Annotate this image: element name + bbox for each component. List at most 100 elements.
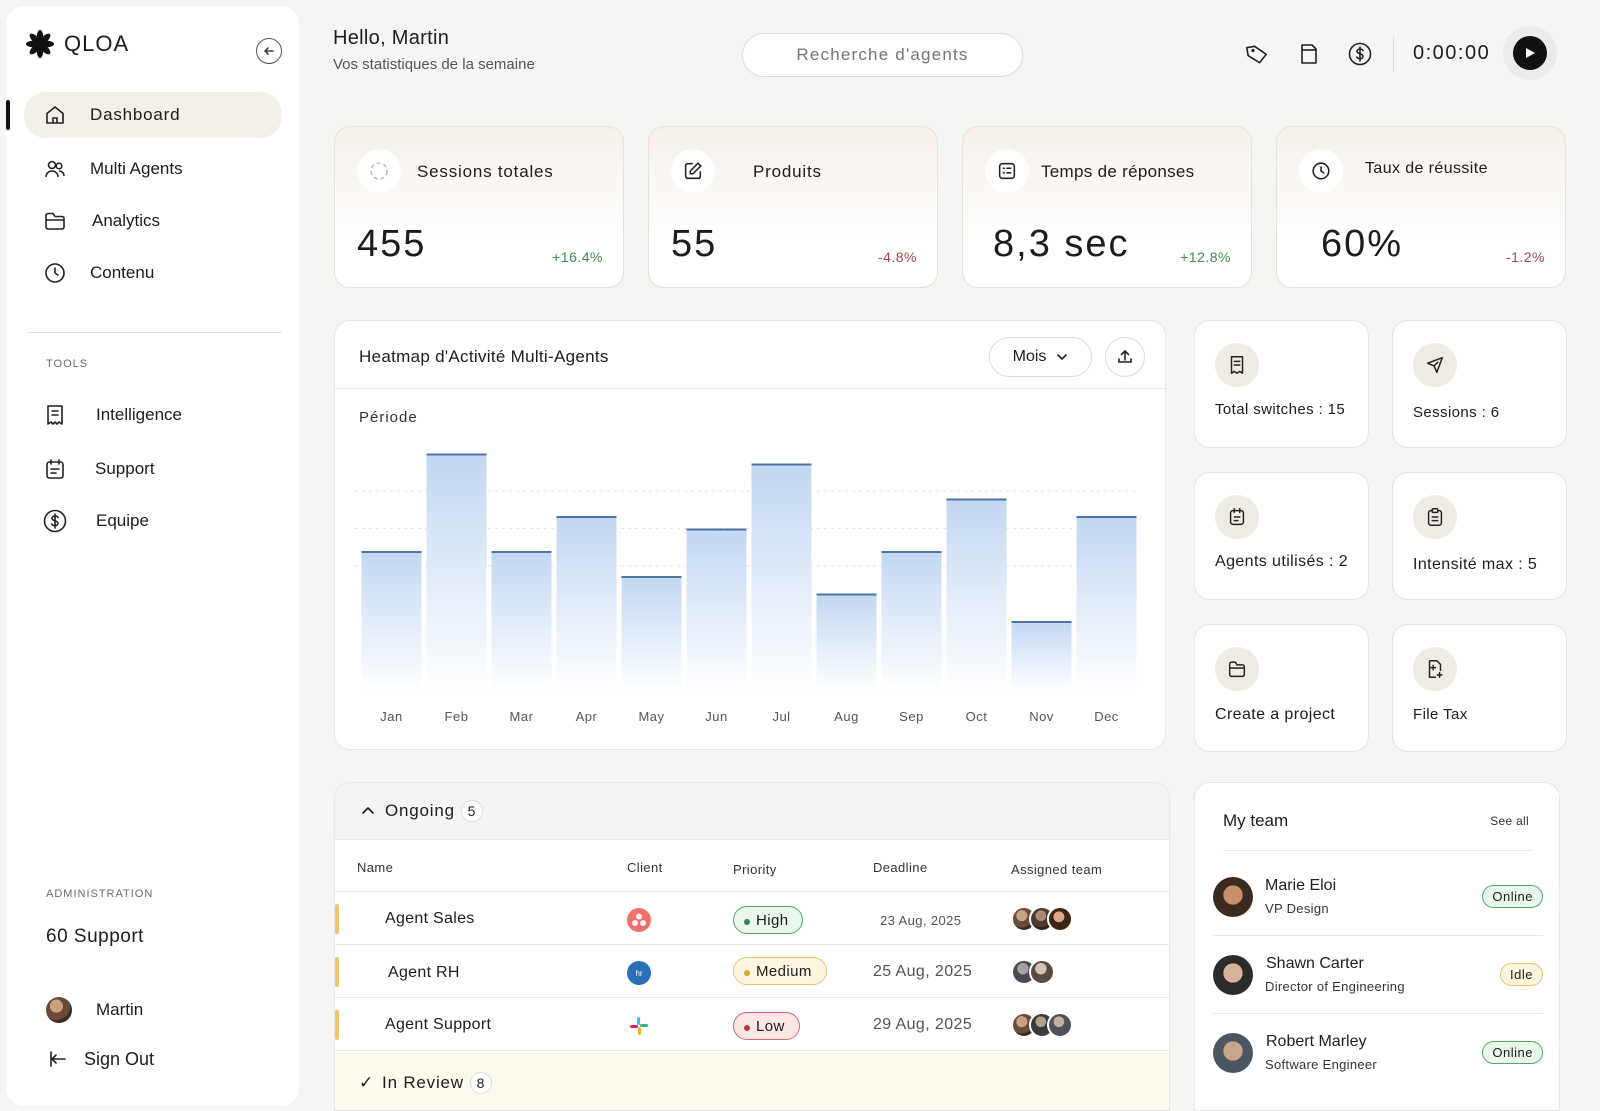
nav-item-multi-agents[interactable]: Multi Agents (24, 146, 282, 192)
list-icon (985, 149, 1029, 193)
table-row[interactable]: Agent RH hr Medium 25 Aug, 2025 (335, 945, 1169, 998)
search-input[interactable] (742, 33, 1023, 77)
file-icon[interactable] (1295, 40, 1323, 68)
quick-card-sessions[interactable]: Sessions : 6 (1392, 320, 1567, 448)
heatmap-title: Heatmap d'Activité Multi-Agents (359, 347, 609, 366)
tools-nav: Intelligence Support Equipe (24, 392, 282, 544)
users-icon (42, 156, 68, 182)
greeting-title: Hello, Martin (333, 27, 450, 49)
stat-label: Taux de réussite (1365, 160, 1488, 177)
stat-label: Temps de réponses (1041, 162, 1195, 181)
bar-oct[interactable] (946, 498, 1007, 692)
table-row[interactable]: Agent Sales High 23 Aug, 2025 (335, 892, 1169, 945)
assigned-team (1011, 959, 1055, 985)
nav-item-equipe[interactable]: Equipe (24, 498, 282, 544)
admin-support-link[interactable]: 60 Support (46, 926, 144, 947)
team-member[interactable]: Robert Marley Software Engineer Online (1213, 1025, 1543, 1085)
divider (1213, 935, 1543, 936)
app-name: QLOA (64, 31, 130, 56)
assigned-team (1011, 1012, 1073, 1038)
export-button[interactable] (1105, 337, 1145, 377)
bar-mar[interactable] (491, 551, 552, 691)
member-name: Shawn Carter (1266, 955, 1364, 972)
bar-dec[interactable] (1076, 516, 1137, 691)
team-member[interactable]: Marie Eloi VP Design Online (1213, 869, 1543, 929)
quick-card-total-switches[interactable]: Total switches : 15 (1194, 320, 1369, 448)
group-count: 5 (460, 800, 483, 822)
x-tick-label: Jan (380, 709, 402, 724)
bar-nov[interactable] (1011, 621, 1072, 691)
status-badge: Idle (1500, 963, 1543, 986)
stat-value: 55 (671, 223, 718, 265)
nav-item-dashboard[interactable]: Dashboard (6, 92, 282, 138)
asana-client-icon (627, 908, 651, 932)
nav-item-analytics[interactable]: Analytics (24, 198, 282, 244)
stat-card-temps[interactable]: Temps de réponses 8,3 sec +12.8% (962, 126, 1252, 288)
bar-aug[interactable] (816, 593, 877, 692)
quick-card-label: Total switches : 15 (1215, 401, 1346, 418)
stat-card-sessions[interactable]: Sessions totales 455 +16.4% (334, 126, 624, 288)
my-team-card: My team See all Marie Eloi VP Design Onl… (1194, 782, 1560, 1111)
stat-value: 455 (357, 223, 427, 265)
tools-section-label: TOOLS (46, 358, 89, 370)
check-icon: ✓ (359, 1072, 375, 1092)
sign-out-button[interactable]: Sign Out (46, 1047, 154, 1071)
user-name: Martin (96, 1000, 144, 1019)
dollar-icon[interactable] (1346, 40, 1374, 68)
hubspot-client-icon: hr (627, 961, 651, 985)
stat-delta: +12.8% (1180, 249, 1231, 265)
play-button[interactable] (1503, 26, 1557, 80)
bar-apr[interactable] (556, 516, 617, 691)
my-team-title: My team (1223, 811, 1289, 830)
bar-jul[interactable] (751, 463, 812, 692)
ongoing-group-header[interactable]: Ongoing 5 (335, 783, 1169, 840)
chevron-up-icon (362, 807, 374, 814)
period-select[interactable]: Mois (989, 337, 1092, 377)
greeting-subtitle: Vos statistiques de la semaine (333, 56, 535, 73)
group-count: 8 (469, 1071, 492, 1094)
team-member[interactable]: Shawn Carter Director of Engineering Idl… (1213, 947, 1543, 1007)
see-all-link[interactable]: See all (1490, 814, 1529, 828)
bar-sep[interactable] (881, 551, 942, 691)
app-logo[interactable]: QLOA (24, 28, 129, 60)
bar-feb[interactable] (426, 453, 487, 692)
stat-label: Sessions totales (417, 162, 554, 181)
nav-item-intelligence[interactable]: Intelligence (24, 392, 282, 438)
file-plus-icon (1413, 647, 1457, 691)
x-tick-label: May (638, 709, 664, 724)
group-label: Ongoing (385, 801, 455, 820)
quick-card-agents[interactable]: Agents utilisés : 2 (1194, 472, 1369, 600)
nav-item-contenu[interactable]: Contenu (24, 250, 282, 296)
in-review-group-header[interactable]: ✓ In Review 8 (335, 1053, 1169, 1110)
quick-card-intensite[interactable]: Intensité max : 5 (1392, 472, 1567, 600)
quick-card-create-project[interactable]: Create a project (1194, 624, 1369, 752)
activity-bar-chart: Jan Feb Mar Apr May Jun Jul Aug Sep Oct Nov Dec (355, 453, 1137, 724)
bar-may[interactable] (621, 576, 682, 691)
bar-jan[interactable] (361, 551, 422, 691)
stat-card-taux[interactable]: Taux de réussite 60% -1.2% (1276, 126, 1566, 288)
period-label: Période (359, 409, 418, 426)
quick-card-file-tax[interactable]: File Tax (1392, 624, 1567, 752)
column-header: Name (357, 860, 394, 875)
x-tick-label: Nov (1029, 709, 1054, 724)
nav-label: Contenu (90, 263, 155, 282)
member-role: Software Engineer (1265, 1057, 1378, 1072)
collapse-sidebar-button[interactable] (256, 38, 282, 64)
table-row[interactable]: Agent Support Low 29 Aug, 2025 (335, 998, 1169, 1051)
play-icon (1526, 48, 1535, 58)
stat-card-produits[interactable]: Produits 55 -4.8% (648, 126, 938, 288)
tasks-table: Ongoing 5 Name Client Priority Deadline … (334, 782, 1170, 1111)
receipt-icon (1215, 343, 1259, 387)
row-marker (335, 904, 339, 934)
x-tick-label: Apr (576, 709, 598, 724)
user-profile[interactable]: Martin (46, 997, 143, 1023)
task-name: Agent RH (388, 964, 460, 981)
avatar (1047, 906, 1073, 932)
bar-jun[interactable] (686, 528, 747, 692)
x-tick-label: Sep (899, 709, 924, 724)
avatar (1213, 1033, 1253, 1073)
tag-icon[interactable] (1243, 40, 1271, 68)
nav-item-support[interactable]: Support (24, 446, 282, 492)
x-tick-label: Dec (1094, 709, 1119, 724)
quick-card-label: Sessions : 6 (1413, 404, 1500, 421)
